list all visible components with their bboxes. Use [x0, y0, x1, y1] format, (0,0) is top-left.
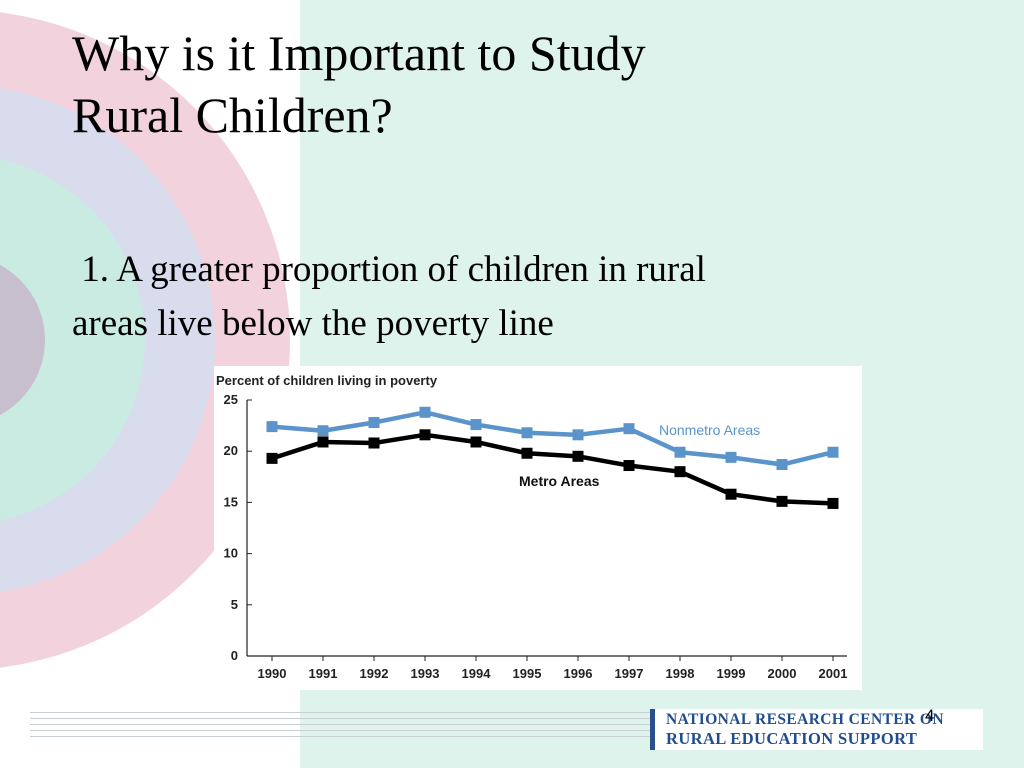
metro-data-point — [623, 460, 635, 472]
x-tick-label: 1990 — [258, 666, 287, 681]
x-tick-label: 1997 — [615, 666, 644, 681]
x-tick-label: 1993 — [411, 666, 440, 681]
metro-data-point — [674, 466, 686, 478]
metro-data-point — [572, 450, 584, 462]
metro-series-label: Metro Areas — [519, 473, 600, 489]
nonmetro-data-point — [317, 425, 329, 437]
page-number: 4 — [925, 706, 935, 725]
logo-accent-bar — [650, 709, 655, 750]
logo-line-1: NATIONAL RESEARCH CENTER ON — [666, 711, 944, 728]
x-tick-label: 1995 — [513, 666, 542, 681]
x-tick-label: 1998 — [666, 666, 695, 681]
nonmetro-data-point — [470, 419, 482, 431]
nonmetro-data-point — [368, 417, 380, 429]
organization-logo: NATIONAL RESEARCH CENTER ON RURAL EDUCAT… — [650, 709, 983, 750]
logo-line-2: RURAL EDUCATION SUPPORT — [666, 729, 918, 748]
x-tick-label: 2001 — [819, 666, 848, 681]
footer-decorative-lines — [30, 712, 650, 752]
nonmetro-data-point — [776, 459, 788, 471]
bullet-line-2: areas live below the poverty line — [72, 303, 554, 344]
metro-data-point — [827, 497, 839, 509]
nonmetro-data-point — [266, 421, 278, 433]
metro-data-point — [776, 495, 788, 507]
x-tick-label: 2000 — [768, 666, 797, 681]
x-tick-label: 1994 — [462, 666, 492, 681]
nonmetro-data-point — [827, 446, 839, 458]
metro-data-point — [419, 429, 431, 441]
nonmetro-data-point — [623, 423, 635, 435]
nonmetro-data-point — [674, 446, 686, 458]
metro-data-point — [266, 452, 278, 464]
nonmetro-data-point — [725, 451, 737, 463]
y-tick-label: 20 — [224, 443, 238, 458]
bullet-line-1: 1. A greater proportion of children in r… — [72, 249, 706, 290]
nonmetro-series-label: Nonmetro Areas — [659, 422, 760, 438]
poverty-line-chart: Percent of children living in poverty 0 5… — [216, 373, 848, 681]
nonmetro-data-point — [419, 406, 431, 418]
metro-data-point — [317, 436, 329, 448]
x-tick-label: 1999 — [717, 666, 746, 681]
metro-data-point — [368, 437, 380, 449]
x-tick-label: 1992 — [360, 666, 389, 681]
y-tick-label: 10 — [224, 546, 238, 561]
metro-series-line — [271, 432, 834, 506]
slide-title-line-1: Why is it Important to Study — [72, 25, 646, 81]
nonmetro-data-point — [521, 427, 533, 439]
chart-title: Percent of children living in poverty — [216, 373, 438, 388]
metro-data-point — [725, 488, 737, 500]
chart-series — [266, 406, 839, 509]
y-tick-label: 5 — [231, 597, 238, 612]
chart-series-labels: Nonmetro Areas Metro Areas — [519, 422, 760, 489]
poverty-chart: Percent of children living in poverty 0 5… — [214, 366, 862, 690]
slide-title-line-2: Rural Children? — [72, 87, 393, 143]
metro-data-point — [521, 447, 533, 459]
y-tick-label: 15 — [224, 494, 238, 509]
nonmetro-data-point — [572, 429, 584, 441]
bullet-point: 1. A greater proportion of children in r… — [72, 243, 972, 351]
x-tick-label: 1991 — [309, 666, 338, 681]
metro-data-point — [470, 436, 482, 448]
x-tick-label: 1996 — [564, 666, 593, 681]
chart-axes: 0 5 10 15 20 25 1990 1991 1992 1993 1994 1995 1996 19… — [224, 392, 848, 681]
nonmetro-series-line — [271, 410, 834, 467]
slide-title: Why is it Important to Study Rural Child… — [72, 22, 972, 146]
y-tick-label: 25 — [224, 392, 238, 407]
y-tick-label: 0 — [231, 648, 238, 663]
